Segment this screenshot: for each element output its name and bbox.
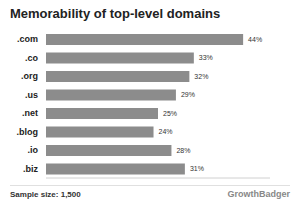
svg-text:.org: .org — [21, 71, 38, 81]
svg-text:44%: 44% — [248, 36, 262, 43]
html-text:GrowthBadger: GrowthBadger — [227, 189, 290, 199]
svg-text:.net: .net — [22, 108, 38, 118]
svg-text:.io: .io — [28, 145, 39, 155]
svg-text:31%: 31% — [190, 165, 204, 172]
svg-text:28%: 28% — [176, 147, 190, 154]
svg-text:.us: .us — [25, 90, 38, 100]
svg-text:.com: .com — [17, 34, 38, 44]
svg-text:.co: .co — [25, 53, 39, 63]
svg-text:25%: 25% — [163, 110, 177, 117]
html-text:Memorability of top-level doma: Memorability of top-level domains — [10, 6, 221, 21]
svg-text:.biz: .biz — [23, 164, 38, 174]
svg-text:24%: 24% — [159, 128, 173, 135]
svg-text:.blog: .blog — [17, 127, 39, 137]
svg-text:33%: 33% — [199, 54, 213, 61]
svg-text:29%: 29% — [181, 91, 195, 98]
html-text:Sample size: 1,500: Sample size: 1,500 — [10, 190, 81, 199]
svg-text:32%: 32% — [194, 73, 208, 80]
